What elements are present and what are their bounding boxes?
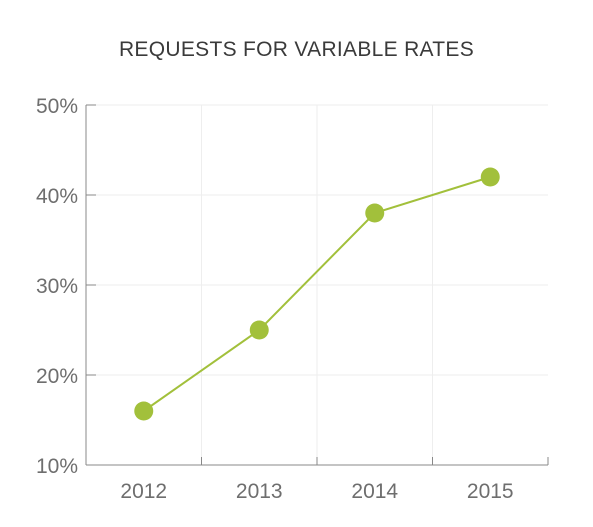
x-tick-label: 2015	[467, 480, 514, 503]
data-point	[134, 401, 154, 421]
data-point	[249, 320, 269, 340]
data-point	[365, 203, 385, 223]
y-tick-label: 50%	[36, 95, 78, 118]
x-tick-label: 2012	[120, 480, 167, 503]
y-tick-label: 20%	[36, 365, 78, 388]
x-axis-ticks: 2012 2013 2014 2015	[85, 457, 549, 503]
series-layer	[134, 167, 500, 421]
x-tick-label: 2014	[351, 480, 398, 503]
y-tick-label: 40%	[36, 185, 78, 208]
y-tick-label: 10%	[36, 455, 78, 478]
grid-lines	[86, 104, 548, 465]
y-tick-label: 30%	[36, 275, 78, 298]
y-axis-ticks: 10% 20% 30% 40% 50%	[36, 95, 96, 478]
series-line	[143, 176, 491, 412]
x-tick-label: 2013	[236, 480, 283, 503]
chart-title: REQUESTS FOR VARIABLE RATES	[118, 38, 475, 61]
data-point	[480, 167, 500, 187]
